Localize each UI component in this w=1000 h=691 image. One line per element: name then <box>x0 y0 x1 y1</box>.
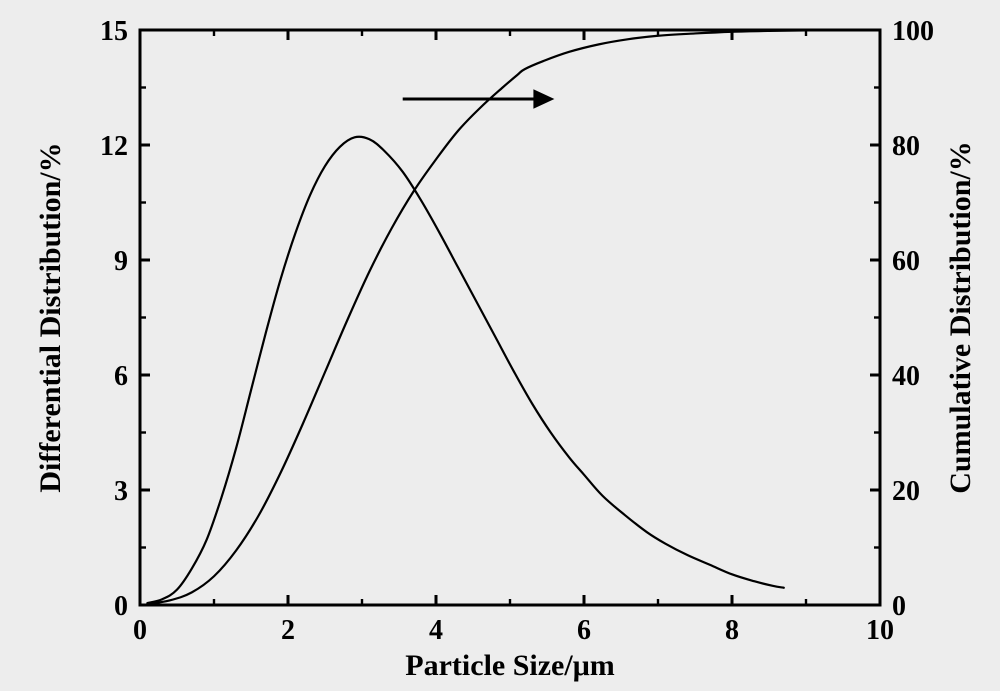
yleft-tick-label: 9 <box>114 246 128 277</box>
x-tick-label: 2 <box>281 615 295 646</box>
yleft-tick-label: 12 <box>100 131 128 162</box>
x-tick-label: 6 <box>577 615 591 646</box>
x-tick-label: 8 <box>725 615 739 646</box>
yright-axis-label: Cumulative Distribution/% <box>944 141 977 494</box>
x-axis-label: Particle Size/μm <box>405 649 614 682</box>
yright-tick-label: 80 <box>892 131 920 162</box>
yleft-axis-label: Differential Distribution/% <box>34 142 67 492</box>
yleft-tick-label: 3 <box>114 476 128 507</box>
x-tick-label: 0 <box>133 615 147 646</box>
yleft-tick-label: 15 <box>100 16 128 47</box>
x-tick-label: 4 <box>429 615 443 646</box>
x-tick-label: 10 <box>866 615 894 646</box>
yright-tick-label: 20 <box>892 476 920 507</box>
yleft-tick-label: 0 <box>114 591 128 622</box>
yright-tick-label: 60 <box>892 246 920 277</box>
yright-tick-label: 0 <box>892 591 906 622</box>
chart-container: 024681003691215020406080100Particle Size… <box>0 0 1000 691</box>
dual-axis-line-chart: 024681003691215020406080100Particle Size… <box>0 0 1000 691</box>
yright-tick-label: 100 <box>892 16 934 47</box>
yright-tick-label: 40 <box>892 361 920 392</box>
yleft-tick-label: 6 <box>114 361 128 392</box>
